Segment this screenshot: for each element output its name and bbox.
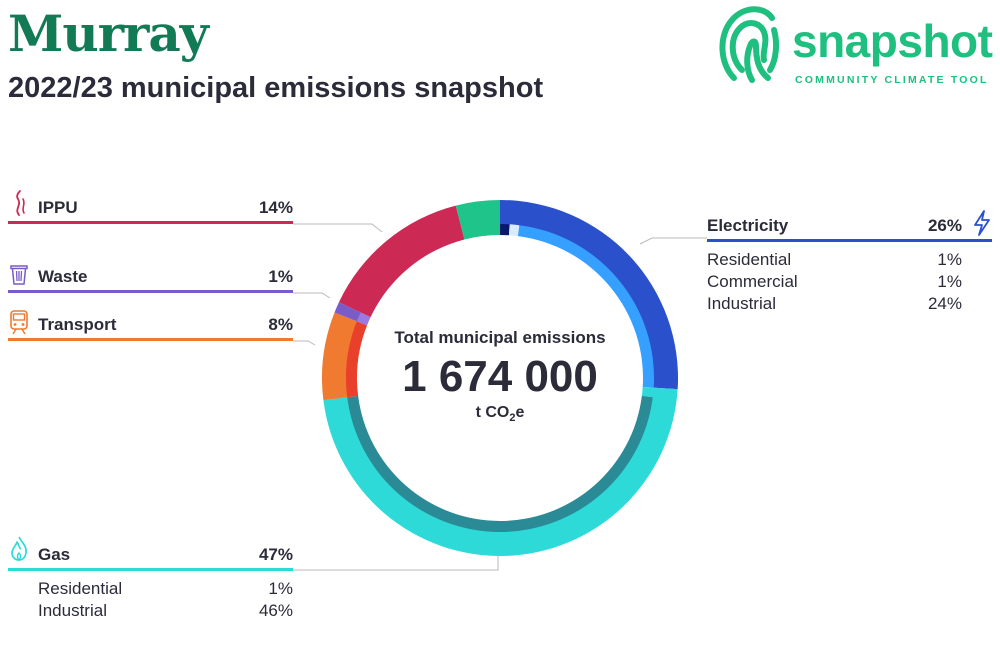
category-underline — [8, 338, 293, 341]
sub-name: Commercial — [707, 272, 798, 291]
page-subtitle: 2022/23 municipal emissions snapshot — [8, 72, 544, 104]
category-underline — [8, 568, 293, 571]
donut-slice-electricity — [500, 200, 678, 390]
donut-inner-slice-electricity-industrial — [517, 225, 654, 388]
category-gas: Gas 47% Residential 1% Industrial 46% — [8, 536, 293, 624]
sub-percent: 1% — [937, 272, 962, 291]
category-waste: Waste 1% — [8, 265, 293, 296]
sub-percent: 1% — [937, 250, 962, 269]
category-percent: 14% — [258, 198, 293, 217]
donut-slice-gas — [323, 387, 678, 556]
smoke-icon — [16, 190, 25, 216]
category-percent: 1% — [268, 267, 293, 286]
bin-icon — [10, 265, 28, 285]
unit-sub: 2 — [509, 412, 516, 425]
leader-line-gas — [293, 556, 499, 571]
flame-icon — [11, 536, 27, 561]
donut-inner-slice-electricity-residential — [500, 224, 510, 236]
category-electricity: Electricity 26% Residential 1% Commercia… — [677, 210, 992, 325]
unit-end: e — [515, 404, 525, 421]
donut-inner-slice-gas-residential — [641, 386, 654, 398]
donut-inner-slice-electricity-commercial — [508, 224, 520, 237]
sub-item: Residential 1% — [38, 579, 293, 601]
sub-percent: 24% — [927, 294, 962, 313]
donut-inner-slice-agriculture-agriculture — [461, 224, 500, 240]
sub-name: Industrial — [707, 294, 776, 313]
category-underline — [707, 239, 992, 242]
page-title: Murray — [8, 4, 209, 63]
category-ippu: IPPU 14% — [8, 190, 293, 227]
leader-line-waste — [293, 292, 331, 299]
donut-inner-slice-waste-waste — [356, 312, 371, 326]
category-name: Waste — [38, 267, 88, 286]
category-name: Transport — [38, 315, 117, 334]
unit-main: t CO — [475, 404, 510, 421]
sub-name: Residential — [38, 579, 123, 598]
sub-item: Residential 1% — [707, 250, 962, 272]
category-transport: Transport 8% — [8, 310, 293, 344]
sub-percent: 46% — [258, 601, 293, 620]
category-underline — [8, 290, 293, 293]
center-total-value: 1 674 000 — [402, 352, 598, 401]
sub-name: Residential — [707, 250, 792, 269]
donut-inner-slice-ippu-ippu — [360, 228, 465, 318]
category-underline — [8, 221, 293, 224]
category-percent: 47% — [258, 545, 293, 564]
sub-item: Commercial 1% — [707, 272, 962, 294]
center-unit: t CO2e — [360, 404, 640, 424]
category-percent: 26% — [927, 216, 962, 235]
category-header: Waste 1% — [38, 266, 293, 290]
leader-line-transport — [293, 340, 316, 346]
logo-tagline: COMMUNITY CLIMATE TOOL — [795, 74, 989, 86]
sub-name: Industrial — [38, 601, 107, 620]
category-header: IPPU 14% — [38, 197, 293, 221]
donut-slice-ippu — [338, 205, 462, 313]
center-title: Total municipal emissions — [394, 328, 606, 347]
category-percent: 8% — [268, 315, 293, 334]
donut-inner-slice-transport-transport — [346, 321, 368, 398]
category-header: Electricity 26% — [707, 215, 962, 239]
category-header: Transport 8% — [38, 314, 293, 338]
category-header: Gas 47% — [38, 544, 293, 568]
category-name: Gas — [38, 545, 71, 564]
sub-item: Industrial 46% — [38, 601, 293, 623]
sub-percent: 1% — [268, 579, 293, 598]
snapshot-logo: snapshot COMMUNITY CLIMATE TOOL — [712, 0, 1000, 90]
category-name: Electricity — [707, 216, 789, 235]
donut-slice-transport — [322, 312, 358, 401]
donut-slice-waste — [334, 302, 362, 322]
sub-item: Industrial 24% — [707, 294, 962, 316]
leader-line-ippu — [293, 223, 383, 233]
train-icon — [10, 310, 28, 335]
lightning-icon — [974, 210, 990, 236]
logo-wordmark: snapshot — [792, 15, 993, 67]
fingerprint-logo-icon — [719, 6, 780, 83]
leader-line-electricity — [639, 237, 707, 245]
donut-slice-agriculture — [455, 200, 500, 230]
category-name: IPPU — [38, 198, 78, 217]
